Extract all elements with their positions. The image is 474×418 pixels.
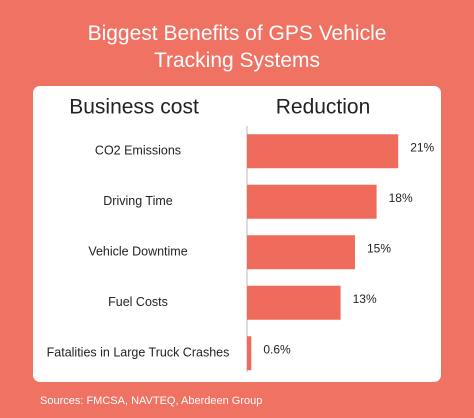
- value-label: 13%: [353, 292, 377, 306]
- value-label: 21%: [410, 140, 434, 154]
- bar: [247, 184, 377, 219]
- category-label: Fuel Costs: [108, 295, 168, 309]
- category-label: Driving Time: [103, 194, 173, 208]
- chart-title: Biggest Benefits of GPS Vehicle Tracking…: [87, 22, 387, 72]
- source: Sources: FMCSA, NAVTEQ, Aberdeen Group: [40, 395, 262, 407]
- value-label: 18%: [389, 191, 413, 205]
- value-label: 0.6%: [263, 342, 291, 356]
- value-label: 15%: [367, 241, 391, 255]
- category-label: Fatalities in Large Truck Crashes: [47, 346, 230, 360]
- card: [33, 86, 441, 382]
- bar: [247, 134, 399, 169]
- category-header: Business cost: [69, 96, 199, 119]
- category-label: CO2 Emissions: [95, 144, 181, 158]
- category-label: Vehicle Downtime: [88, 245, 187, 259]
- bar: [247, 235, 355, 270]
- bar: [247, 336, 252, 371]
- bar: [247, 285, 341, 320]
- value-header: Reduction: [276, 96, 371, 119]
